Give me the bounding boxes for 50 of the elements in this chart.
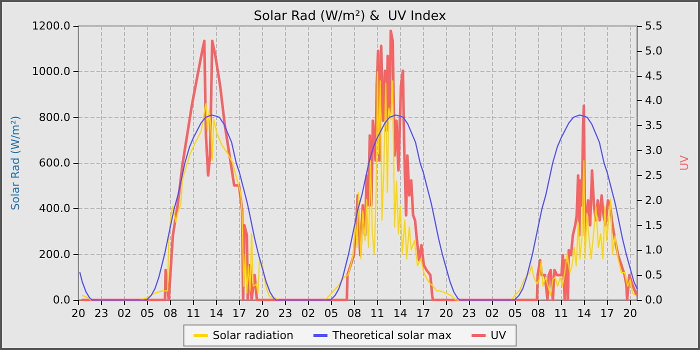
y2-tick-label: 2.5 [645,168,662,182]
x-tick-label: 02 [485,307,500,320]
y-tick-label: 1000.0 [32,65,70,78]
y2-tick-label: 4.5 [645,69,662,82]
y2-tick-label: 3.5 [645,119,662,132]
y-tick-label: 600.0 [38,156,70,170]
x-tick-label: 11 [554,307,568,320]
y2-tick-label: 1.5 [645,218,662,232]
y2-tick-label: 5.0 [645,44,662,58]
x-tick-label: 20 [623,307,638,320]
x-tick-label: 17 [600,307,614,320]
x-tick-label: 17 [232,307,246,320]
legend-label: Solar radiation [212,329,294,342]
chart-title: Solar Rad (W/m²) & UV Index [254,9,447,24]
y2-tick-label: 3.0 [645,144,662,158]
x-tick-label: 08 [531,307,546,320]
x-tick-label: 14 [393,307,408,320]
x-tick-label: 23 [278,307,292,320]
x-tick-label: 14 [209,307,224,320]
x-tick-label: 11 [186,307,200,320]
y-tick-label: 800.0 [38,110,70,124]
y2-tick-label: 4.0 [645,94,662,108]
y-tick-label: 0.0 [52,294,70,306]
x-tick-label: 20 [255,307,270,320]
y2-tick-label: 5.5 [645,20,662,32]
x-tick-label: 23 [462,307,476,320]
x-tick-label: 08 [163,307,178,320]
x-tick-label: 20 [71,307,86,320]
x-tick-label: 17 [416,307,430,320]
y2-tick-label: 2.0 [645,194,662,207]
x-tick-label: 08 [347,307,362,320]
y-tick-label: 400.0 [38,202,70,216]
y2-axis-title: UV [678,154,691,171]
y-axis-title: Solar Rad (W/m²) [9,116,22,210]
x-tick-label: 05 [324,307,338,320]
x-tick-label: 05 [508,307,522,320]
x-tick-label: 20 [439,307,454,320]
x-tick-label: 23 [94,307,108,320]
y2-tick-label: 0.0 [645,294,662,306]
y2-tick-label: 0.5 [645,268,662,282]
legend-label: UV [490,329,507,342]
x-tick-label: 05 [140,307,154,320]
y2-tick-label: 1.0 [645,244,662,257]
x-tick-label: 02 [117,307,132,320]
x-tick-label: 11 [370,307,384,320]
y-tick-label: 1200.0 [32,20,70,32]
y-tick-label: 200.0 [38,248,70,261]
x-tick-label: 14 [577,307,592,320]
x-tick-label: 02 [301,307,316,320]
legend-label: Theoretical solar max [331,329,452,342]
